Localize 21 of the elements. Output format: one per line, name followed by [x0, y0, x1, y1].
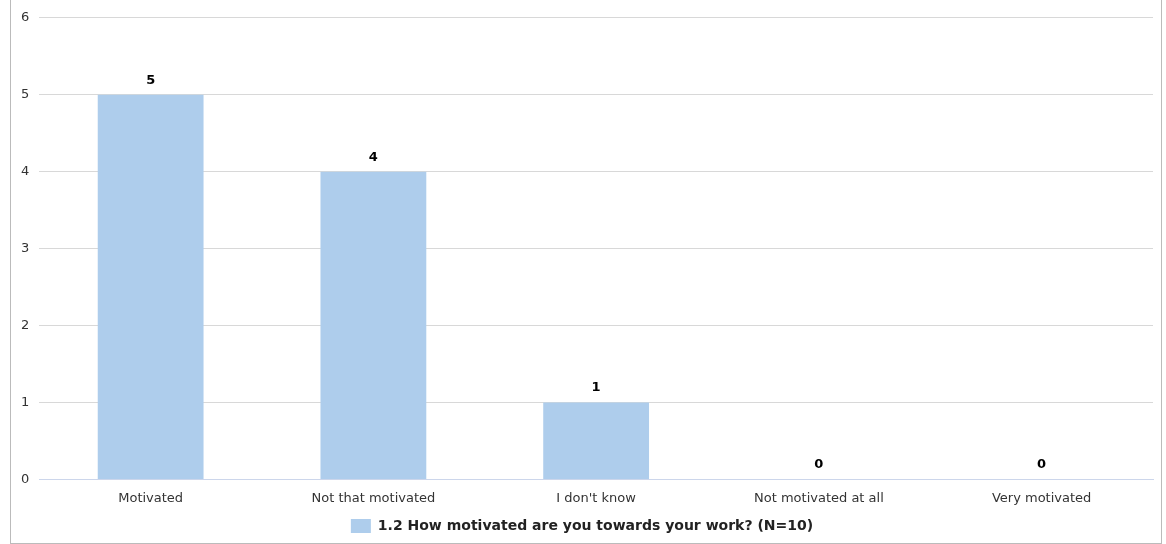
x-tick-label: Motivated	[118, 489, 184, 505]
x-tick-label: I don't know	[556, 489, 637, 505]
y-tick-label: 4	[20, 163, 30, 179]
x-tick-label: Not motivated at all	[754, 489, 884, 505]
y-tick-label: 3	[20, 239, 30, 255]
data-label: 5	[146, 71, 156, 87]
y-tick-label: 5	[20, 86, 30, 102]
x-tick-label: Very motivated	[991, 489, 1092, 505]
legend-label: 1.2 How motivated are you towards your work? (N=10)	[377, 516, 814, 533]
y-tick-label: 6	[20, 9, 30, 25]
data-label: 1	[591, 379, 601, 395]
y-tick-label: 2	[20, 316, 30, 332]
data-label: 4	[368, 148, 378, 164]
bar	[97, 94, 204, 479]
data-label: 0	[1037, 456, 1047, 472]
data-label: 0	[814, 456, 824, 472]
bar	[543, 402, 650, 479]
y-tick-label: 1	[20, 393, 30, 409]
bar	[320, 171, 427, 479]
x-tick-label: Not that motivated	[311, 489, 436, 505]
y-tick-label: 0	[20, 470, 30, 486]
